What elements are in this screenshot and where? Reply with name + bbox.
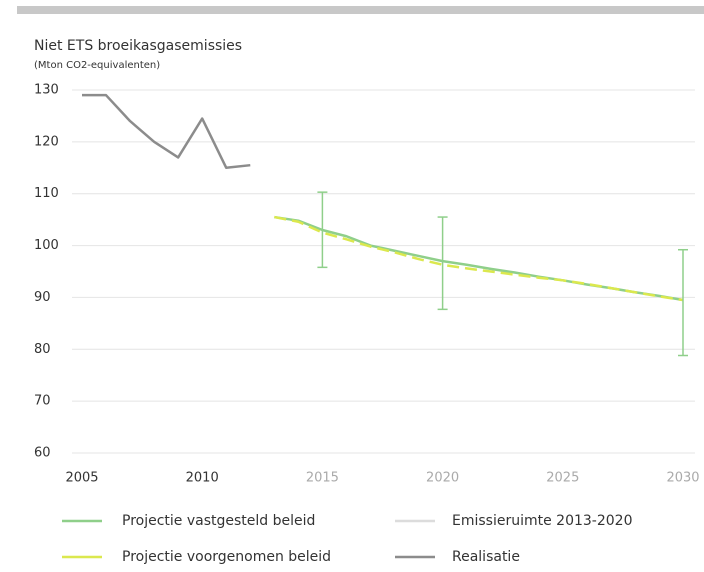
y-tick-label: 60 [34, 446, 51, 461]
chart-subtitle: (Mton CO2-equivalenten) [34, 60, 160, 71]
x-tick-label: 2025 [546, 471, 579, 486]
x-tick-label: 2030 [666, 471, 699, 486]
y-tick-label: 80 [34, 342, 51, 357]
series-line [82, 93, 251, 170]
legend-label: Projectie voorgenomen beleid [122, 549, 331, 565]
chart-title: Niet ETS broeikasgasemissies [34, 38, 242, 54]
y-tick-label: 90 [34, 290, 51, 305]
y-tick-label: 110 [34, 186, 59, 201]
x-tick-label: 2020 [426, 471, 459, 486]
series-line [274, 215, 684, 302]
x-tick-label: 2015 [306, 471, 339, 486]
y-tick-label: 70 [34, 394, 51, 409]
y-tick-label: 130 [34, 83, 59, 98]
x-tick-label: 2010 [186, 471, 219, 486]
y-tick-label: 100 [34, 238, 59, 253]
y-tick-label: 120 [34, 134, 59, 149]
series-line [274, 215, 684, 302]
legend-label: Emissieruimte 2013-2020 [452, 513, 632, 529]
legend-label: Projectie vastgesteld beleid [122, 513, 315, 529]
legend-label: Realisatie [452, 549, 520, 565]
top-bar [17, 6, 704, 14]
x-tick-label: 2005 [65, 471, 98, 486]
